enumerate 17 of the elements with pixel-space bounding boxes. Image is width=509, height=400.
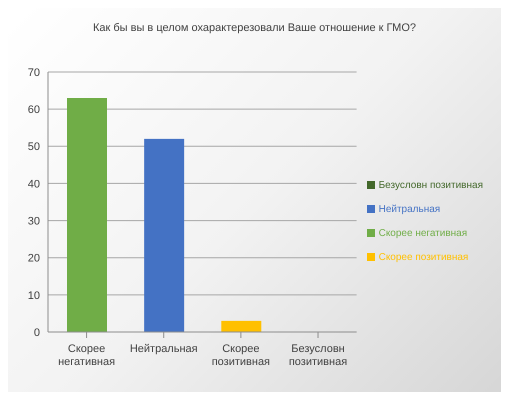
y-tick-label: 70 (28, 66, 40, 79)
legend-label: Скорее негативная (378, 228, 468, 239)
legend-label: Безусловн позитивная (378, 180, 483, 191)
x-tick-label: Нейтральная (130, 343, 198, 355)
y-tick-label: 40 (28, 178, 40, 190)
x-tick-label: Скорее позитивная (212, 343, 270, 368)
y-tick-label: 0 (34, 326, 40, 339)
y-tick-label: 60 (28, 104, 40, 116)
y-tick-label: 30 (28, 215, 40, 228)
legend-label: Скорее позитивная (378, 252, 468, 263)
y-tick-label: 50 (28, 141, 40, 154)
y-tick-label: 10 (28, 290, 40, 302)
x-tick-label: Скорее негативная (58, 343, 116, 368)
chart-title: Как бы вы в целом охарактерезовали Ваше отношение к ГМО? (92, 21, 418, 36)
legend-label: Нейтральная (378, 204, 440, 215)
x-tick-label: Безусловн позитивная (288, 343, 348, 368)
y-tick-label: 20 (28, 252, 40, 265)
